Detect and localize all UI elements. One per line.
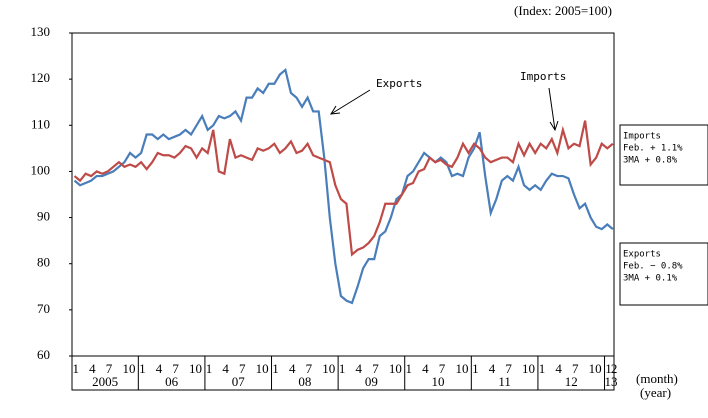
- year-label: 11: [498, 374, 511, 389]
- annotation: Exports: [376, 77, 422, 90]
- x-tick-label: 10: [122, 361, 135, 376]
- x-label: (month): [636, 371, 678, 386]
- x-tick-label: 4: [555, 361, 562, 376]
- x-tick-label: 4: [222, 361, 229, 376]
- x-tick-label: 2: [611, 361, 618, 376]
- x-tick-label: 10: [389, 361, 402, 376]
- y-tick-label: 70: [37, 301, 50, 316]
- x-tick-label: 4: [89, 361, 96, 376]
- y-tick-label: 90: [37, 209, 50, 224]
- info-text: 3MA + 0.8%: [623, 156, 678, 166]
- info-text: Feb. + 1.1%: [623, 144, 683, 154]
- info-box: [619, 242, 708, 306]
- x-tick-label: 4: [422, 361, 429, 376]
- y-tick-label: 120: [31, 70, 51, 85]
- info-text: Exports: [623, 250, 661, 260]
- x-tick-label: 4: [156, 361, 163, 376]
- annotation: Imports: [520, 70, 566, 83]
- year-label: 08: [298, 374, 311, 389]
- y-tick-label: 60: [37, 347, 50, 362]
- y-tick-label: 110: [31, 116, 50, 131]
- x-axis-frame: [71, 355, 615, 391]
- x-tick-label: 10: [522, 361, 535, 376]
- x-tick-label: 10: [322, 361, 335, 376]
- y-tick-label: 100: [31, 162, 51, 177]
- year-label: 07: [232, 374, 246, 389]
- x-tick-label: 7: [505, 361, 512, 376]
- x-tick-label: 1: [272, 361, 279, 376]
- subtitle: (Index: 2005=100): [514, 3, 612, 18]
- x-tick-label: 1: [73, 361, 80, 376]
- x-tick-label: 4: [489, 361, 496, 376]
- x-tick-label: 7: [106, 361, 113, 376]
- arrows: [330, 87, 559, 132]
- x-label-2: (year): [640, 385, 671, 400]
- x-tick-label: 1: [605, 361, 612, 376]
- x-tick-label: 4: [289, 361, 296, 376]
- year-label: 06: [165, 374, 179, 389]
- x-tick-label: 7: [306, 361, 313, 376]
- x-tick-label: 7: [239, 361, 246, 376]
- series-line: [73, 67, 614, 305]
- x-tick-label: 7: [172, 361, 179, 376]
- year-label: 2005: [92, 374, 118, 389]
- info-box: [619, 124, 708, 186]
- x-tick-label: 10: [256, 361, 269, 376]
- x-tick-label: 7: [372, 361, 379, 376]
- series-line: [73, 120, 614, 257]
- x-tick-label: 1: [139, 361, 146, 376]
- info-text: Imports: [623, 132, 661, 142]
- x-tick-label: 10: [189, 361, 202, 376]
- x-tick-label: 10: [455, 361, 468, 376]
- x-tick-label: 1: [406, 361, 413, 376]
- year-label: 09: [365, 374, 378, 389]
- y-tick-label: 80: [37, 255, 50, 270]
- x-tick-label: 4: [356, 361, 363, 376]
- info-text: 3MA + 0.1%: [623, 274, 678, 284]
- year-label: 12: [565, 374, 578, 389]
- x-tick-label: 1: [472, 361, 479, 376]
- x-tick-label: 7: [572, 361, 579, 376]
- x-tick-label: 10: [589, 361, 602, 376]
- x-tick-label: 1: [206, 361, 213, 376]
- info-text: Feb. − 0.8%: [623, 262, 683, 272]
- year-label: 10: [432, 374, 445, 389]
- y-tick-label: 130: [31, 24, 51, 39]
- year-label: 13: [605, 374, 618, 389]
- x-tick-label: 7: [439, 361, 446, 376]
- x-tick-label: 1: [339, 361, 346, 376]
- x-tick-label: 1: [539, 361, 546, 376]
